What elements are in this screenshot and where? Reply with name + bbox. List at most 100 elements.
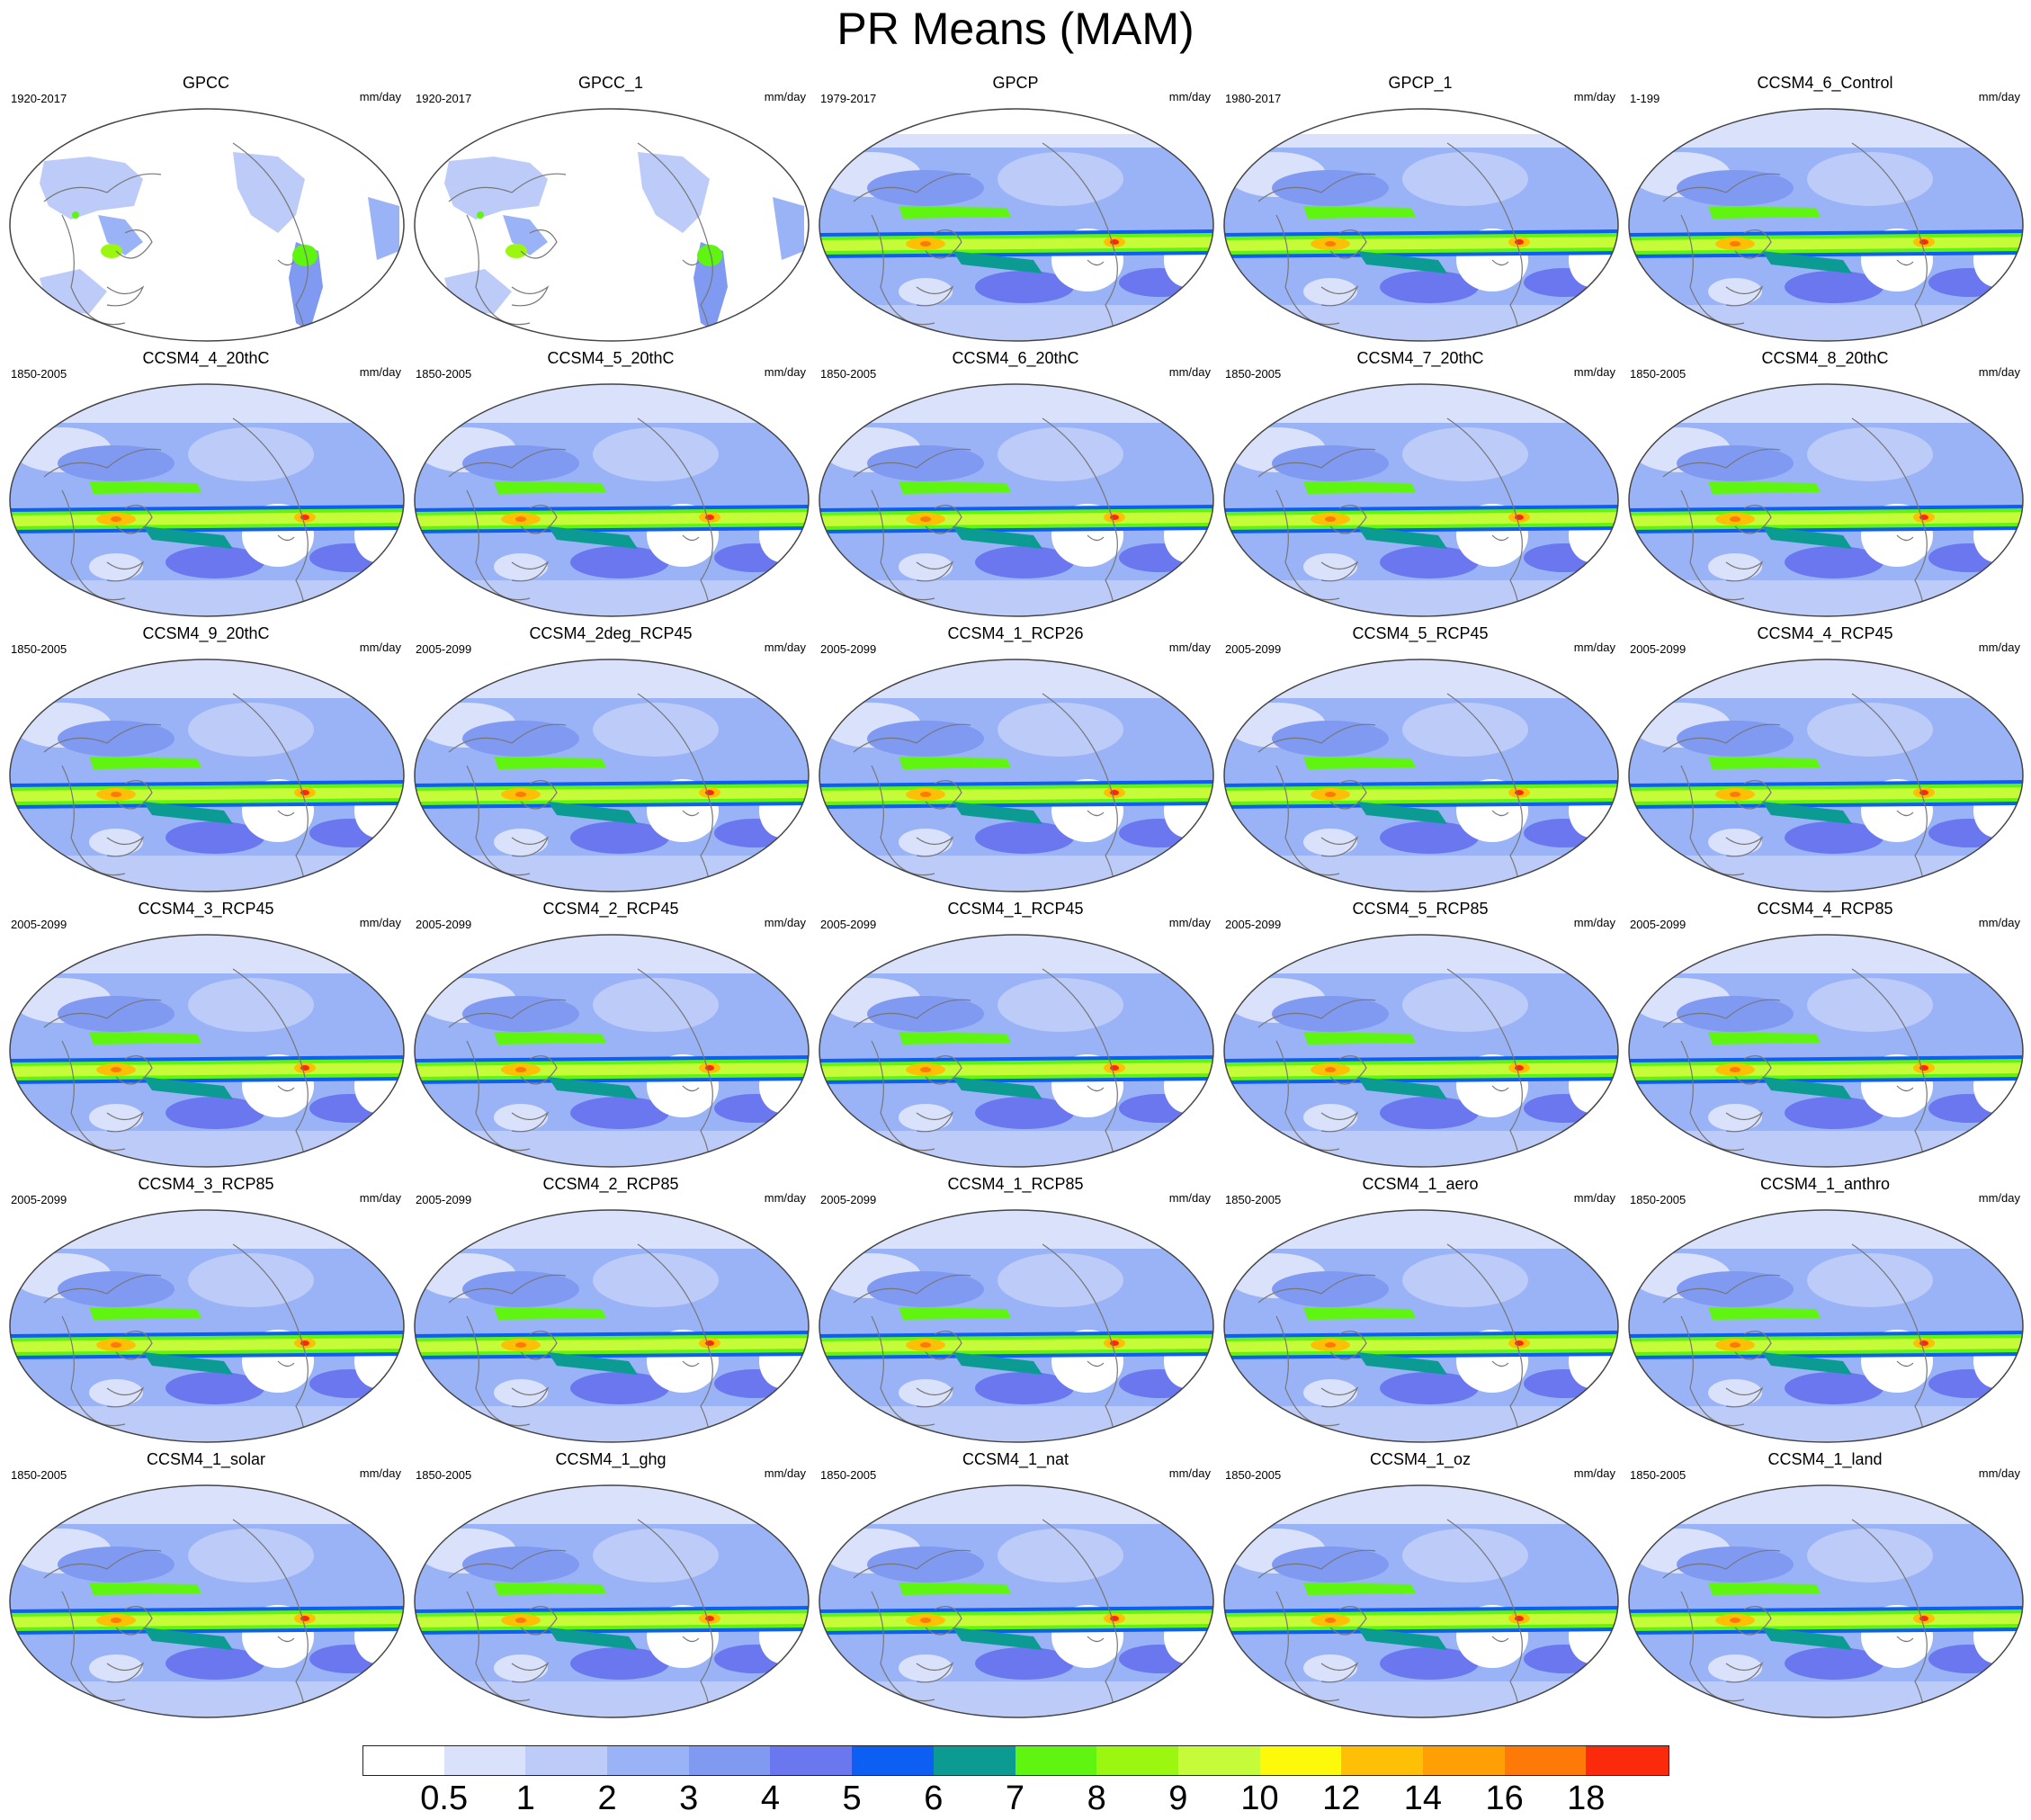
colorbar-tick-label: 4 [760, 1780, 781, 1817]
precipitation-map [9, 383, 405, 617]
precipitation-map [9, 1484, 405, 1718]
panel-title: CCSM4_1_aero [1362, 1175, 1479, 1193]
panel-period: 2005-2099 [416, 642, 472, 656]
panel-units: mm/day [1168, 90, 1211, 103]
panel-title: GPCP [992, 74, 1039, 92]
panel-units: mm/day [1573, 641, 1615, 654]
colorbar-swatch [607, 1745, 690, 1776]
precipitation-map [9, 659, 405, 892]
map-panel: GPCP 1979-2017 mm/day [813, 74, 1218, 344]
colorbar-swatch [1586, 1745, 1669, 1776]
panel-units: mm/day [1168, 1191, 1211, 1205]
colorbar-swatch [852, 1745, 935, 1776]
panel-period: 1850-2005 [11, 642, 67, 656]
colorbar-swatch [443, 1745, 526, 1776]
panel-units: mm/day [1573, 916, 1615, 929]
panel-title: CCSM4_4_20thC [142, 349, 270, 367]
colorbar-swatch [933, 1745, 1016, 1776]
colorbar-tick-label: 9 [1168, 1780, 1188, 1817]
panel-units: mm/day [764, 641, 806, 654]
precipitation-map [1223, 1484, 1619, 1718]
panel-units: mm/day [359, 90, 401, 103]
panel-period: 1850-2005 [416, 367, 472, 381]
panel-title: CCSM4_1_anthro [1759, 1175, 1891, 1193]
panel-period: 1979-2017 [820, 92, 877, 105]
panel-units: mm/day [1168, 365, 1211, 379]
map-panel: CCSM4_3_RCP45 2005-2099 mm/day [4, 900, 408, 1170]
map-panel: CCSM4_1_aero 1850-2005 mm/day [1218, 1175, 1623, 1445]
precipitation-map [1628, 1209, 2024, 1443]
panel-units: mm/day [1978, 641, 2020, 654]
panel-units: mm/day [1978, 1191, 2020, 1205]
colorbar-swatch [688, 1745, 771, 1776]
map-panel: GPCC_1 1920-2017 mm/day [408, 74, 813, 344]
precipitation-map [9, 1209, 405, 1443]
panel-title: CCSM4_1_RCP85 [947, 1175, 1084, 1193]
precipitation-map [1628, 108, 2024, 342]
panel-period: 1850-2005 [416, 1468, 472, 1482]
colorbar-tick-label: 10 [1240, 1780, 1279, 1817]
map-panel: GPCP_1 1980-2017 mm/day [1218, 74, 1623, 344]
colorbar-tick-label: 2 [597, 1780, 617, 1817]
colorbar-swatch [1259, 1745, 1342, 1776]
panel-period: 1-199 [1630, 92, 1660, 105]
panel-period: 1850-2005 [820, 367, 877, 381]
map-panel: CCSM4_1_RCP26 2005-2099 mm/day [813, 624, 1218, 894]
map-panel: CCSM4_8_20thC 1850-2005 mm/day [1623, 349, 2027, 619]
map-panel: CCSM4_2deg_RCP45 2005-2099 mm/day [408, 624, 813, 894]
precipitation-map [414, 1209, 810, 1443]
panel-title: CCSM4_1_ghg [555, 1450, 667, 1468]
precipitation-map [819, 383, 1214, 617]
map-panel: CCSM4_2_RCP45 2005-2099 mm/day [408, 900, 813, 1170]
panel-title: CCSM4_3_RCP85 [138, 1175, 274, 1193]
panel-title: CCSM4_2_RCP85 [542, 1175, 679, 1193]
panel-title: CCSM4_4_RCP45 [1757, 624, 1893, 642]
panel-title: CCSM4_1_land [1767, 1450, 1883, 1468]
map-panel: CCSM4_1_nat 1850-2005 mm/day [813, 1450, 1218, 1720]
map-panel: CCSM4_6_Control 1-199 mm/day [1623, 74, 2027, 344]
panel-period: 1850-2005 [1225, 367, 1282, 381]
panel-title: CCSM4_1_RCP45 [947, 900, 1084, 918]
panel-units: mm/day [1978, 1466, 2020, 1480]
panel-period: 2005-2099 [1225, 918, 1282, 931]
map-panel: CCSM4_5_RCP85 2005-2099 mm/day [1218, 900, 1623, 1170]
map-panel: CCSM4_4_20thC 1850-2005 mm/day [4, 349, 408, 619]
precipitation-map [1223, 934, 1619, 1168]
colorbar-tick-label: 6 [924, 1780, 944, 1817]
colorbar-swatch [1096, 1745, 1179, 1776]
panel-title: GPCC [182, 74, 229, 92]
panel-units: mm/day [1978, 916, 2020, 929]
panel-title: CCSM4_7_20thC [1356, 349, 1484, 367]
precipitation-map [9, 108, 405, 342]
panel-title: CCSM4_9_20thC [142, 624, 270, 642]
panel-units: mm/day [764, 365, 806, 379]
map-panel: CCSM4_1_RCP45 2005-2099 mm/day [813, 900, 1218, 1170]
panel-title: CCSM4_3_RCP45 [138, 900, 274, 918]
precipitation-map [819, 108, 1214, 342]
panel-title: CCSM4_1_oz [1369, 1450, 1472, 1468]
map-panel: CCSM4_7_20thC 1850-2005 mm/day [1218, 349, 1623, 619]
map-panel: GPCC 1920-2017 mm/day [4, 74, 408, 344]
colorbar-swatch [1015, 1745, 1097, 1776]
panel-units: mm/day [1978, 90, 2020, 103]
precipitation-map [1223, 1209, 1619, 1443]
colorbar-tick-label: 0.5 [420, 1780, 469, 1817]
panel-title: CCSM4_2deg_RCP45 [529, 624, 693, 642]
panel-period: 1850-2005 [11, 1468, 67, 1482]
panel-title: CCSM4_5_RCP85 [1352, 900, 1489, 918]
panel-period: 1850-2005 [820, 1468, 877, 1482]
panel-units: mm/day [764, 90, 806, 103]
colorbar-swatch [1504, 1745, 1587, 1776]
map-panel: CCSM4_4_RCP85 2005-2099 mm/day [1623, 900, 2027, 1170]
panel-period: 2005-2099 [820, 918, 877, 931]
colorbar [362, 1745, 1669, 1778]
panel-units: mm/day [359, 916, 401, 929]
colorbar-swatch [770, 1745, 853, 1776]
precipitation-map [1628, 934, 2024, 1168]
panel-period: 1920-2017 [416, 92, 472, 105]
panel-units: mm/day [1573, 90, 1615, 103]
colorbar-swatch [362, 1745, 446, 1776]
panel-period: 2005-2099 [820, 642, 877, 656]
panel-title: CCSM4_5_RCP45 [1352, 624, 1489, 642]
precipitation-map [414, 108, 810, 342]
